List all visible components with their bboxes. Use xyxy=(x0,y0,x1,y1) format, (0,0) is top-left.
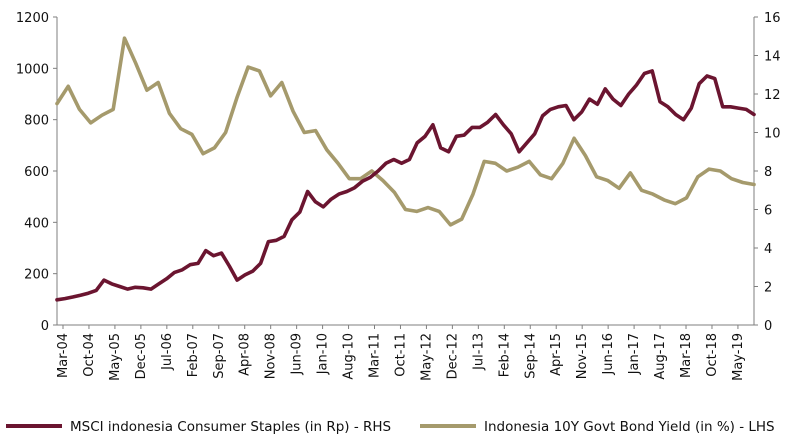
legend-label-msci: MSCI indonesia Consumer Staples (in Rp) … xyxy=(70,419,391,435)
x-tick-label: Sep-07 xyxy=(212,333,227,379)
x-tick-label: May-19 xyxy=(731,333,746,381)
x-tick-label: Dec-12 xyxy=(445,333,460,379)
right-tick-label: 2 xyxy=(764,281,772,296)
x-tick-label: Mar-18 xyxy=(679,333,694,378)
left-tick-label: 600 xyxy=(24,165,49,180)
right-tick-label: 4 xyxy=(764,242,772,257)
right-tick-label: 12 xyxy=(764,88,781,103)
x-tick-label: Jul-06 xyxy=(160,333,175,371)
x-tick-label: Apr-08 xyxy=(238,333,253,376)
right-tick-label: 0 xyxy=(764,319,772,334)
x-tick-label: Dec-05 xyxy=(134,333,149,379)
series-layer xyxy=(55,36,756,302)
series-line-bond-yield xyxy=(55,36,756,227)
x-tick-label: Nov-08 xyxy=(264,333,279,379)
x-tick-label: May-05 xyxy=(108,333,123,381)
x-tick-label: Mar-04 xyxy=(56,333,71,378)
x-tick-label: Oct-18 xyxy=(705,333,720,377)
left-tick-label: 400 xyxy=(24,216,49,231)
left-tick-label: 1200 xyxy=(16,11,49,26)
tick-labels: 0 200 400 600 800 1000 1200 0 2 4 6 8 10 12 14 16 Mar-04… xyxy=(16,11,781,381)
right-tick-label: 14 xyxy=(764,50,781,65)
x-tick-label: Feb-14 xyxy=(497,333,512,377)
right-tick-label: 10 xyxy=(764,127,781,142)
right-tick-label: 6 xyxy=(764,204,772,219)
x-tick-label: Oct-11 xyxy=(393,333,408,377)
left-tick-label: 800 xyxy=(24,114,49,129)
left-tick-label: 1000 xyxy=(16,62,49,77)
x-tick-label: Aug-10 xyxy=(342,333,357,380)
x-tick-label: Jan-17 xyxy=(627,333,642,375)
x-tick-label: Oct-04 xyxy=(82,333,97,377)
x-tick-label: Jun-16 xyxy=(601,333,616,376)
x-tick-label: Apr-15 xyxy=(549,333,564,376)
x-tick-label: Jun-09 xyxy=(290,333,305,376)
right-tick-label: 16 xyxy=(764,11,781,26)
x-tick-label: Aug-17 xyxy=(653,333,668,380)
x-tick-label: Jan-10 xyxy=(316,333,331,375)
x-tick-label: Nov-15 xyxy=(575,333,590,379)
x-tick-label: Sep-14 xyxy=(523,333,538,379)
chart-axes xyxy=(53,16,758,329)
x-tick-label: May-12 xyxy=(419,333,434,381)
x-tick-label: Jul-13 xyxy=(471,333,486,371)
left-tick-label: 0 xyxy=(41,319,49,334)
right-tick-label: 8 xyxy=(764,165,772,180)
legend: MSCI indonesia Consumer Staples (in Rp) … xyxy=(6,419,775,435)
x-tick-label: Feb-07 xyxy=(186,333,201,377)
legend-label-bond-yield: Indonesia 10Y Govt Bond Yield (in %) - L… xyxy=(484,419,775,435)
series-line-msci xyxy=(55,69,756,302)
x-tick-label: Mar-11 xyxy=(368,333,383,378)
left-tick-label: 200 xyxy=(24,268,49,283)
